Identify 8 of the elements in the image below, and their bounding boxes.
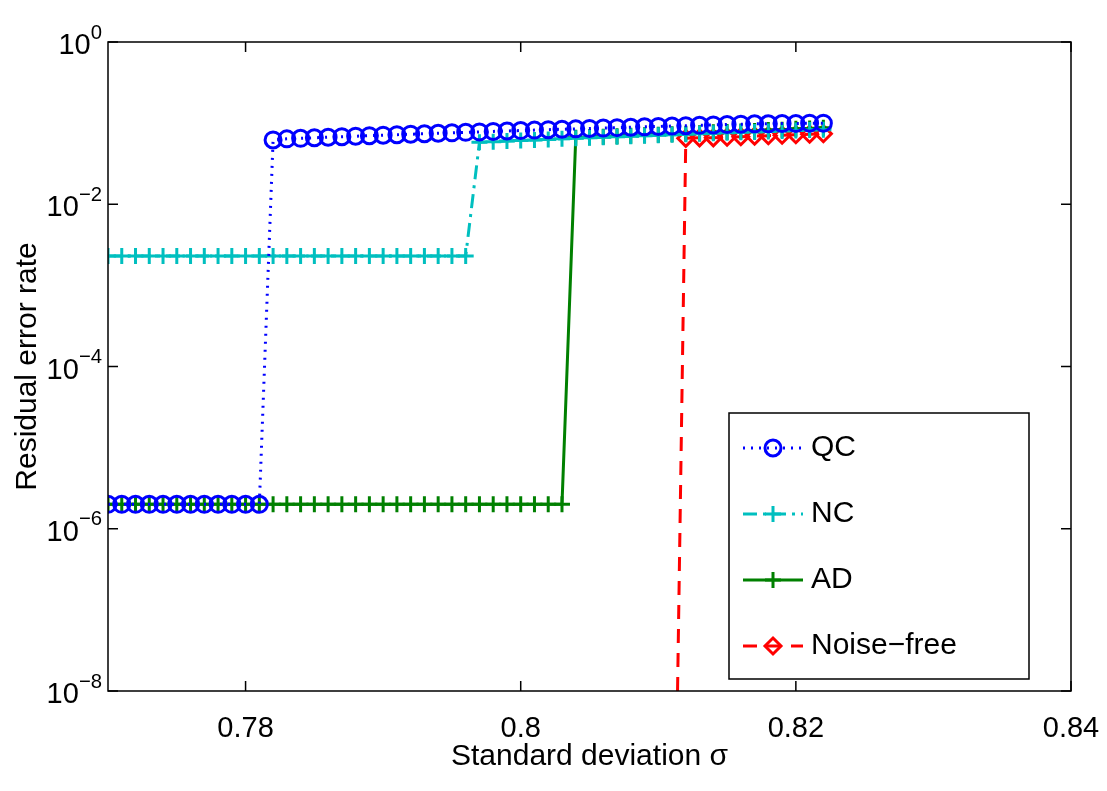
legend-label: AD [811,561,853,595]
y-axis-title: Residual error rate [9,242,43,491]
x-tick-label: 0.78 [217,711,274,743]
x-tick-label: 0.84 [1042,711,1100,743]
legend-label: QC [811,429,856,463]
legend-label: NC [811,495,855,529]
x-tick-label: 0.82 [767,711,825,743]
legend-label: Noise−free [811,627,957,661]
